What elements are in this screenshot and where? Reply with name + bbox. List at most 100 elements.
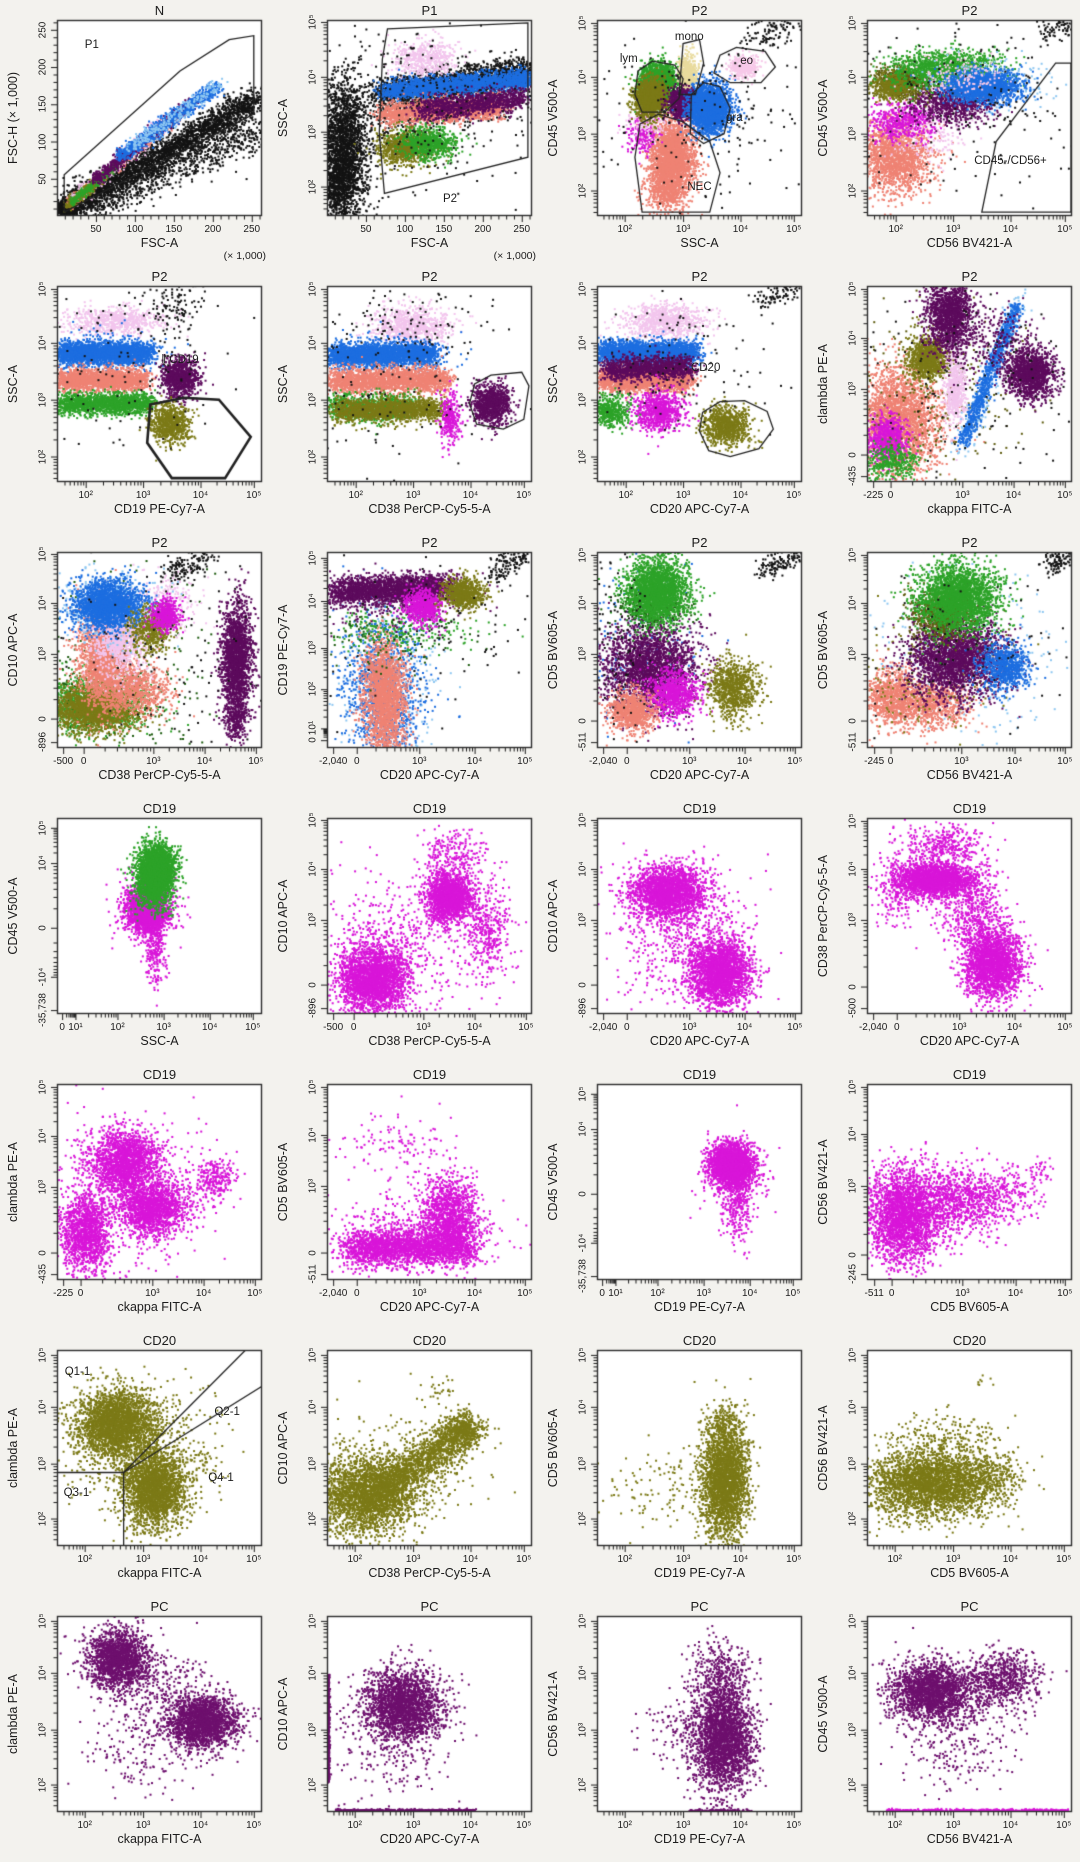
y-tick-label: 10² [847, 1777, 859, 1792]
plot-cell-27-pc: PC CD45 V500-A CD56 BV421-A 10² 10³ 10⁴ 10⁵ 10²… [810, 1596, 1080, 1862]
plot-title: CD19 [682, 801, 717, 816]
plot-title: N [154, 3, 165, 18]
x-tick-label: 10⁵ [517, 756, 533, 767]
plot-title: P1 [421, 3, 438, 18]
scatter-canvas [540, 532, 810, 798]
y-tick-label: 10⁵ [577, 1086, 589, 1102]
x-axis-label: SSC-A [680, 236, 719, 250]
x-tick-label: -500 [53, 756, 74, 767]
scatter-canvas [0, 1064, 270, 1330]
y-axis-label: clambda PE-A [6, 1408, 20, 1488]
x-tick-label: 10⁴ [462, 1820, 479, 1831]
y-tick-label: 250 [37, 21, 49, 39]
y-tick-label: 10³ [577, 126, 589, 141]
y-tick-label: 10² [307, 449, 319, 464]
x-tick-label: 10³ [405, 1554, 421, 1565]
plot-title: CD19 [952, 801, 987, 816]
x-tick-label: 10⁴ [736, 756, 753, 767]
y-axis-label: clambda PE-A [816, 344, 830, 424]
scatter-canvas [540, 1596, 810, 1862]
x-tick-label: 10³ [412, 756, 427, 767]
y-tick-label: 0 [847, 1251, 859, 1258]
y-tick-label: -896 [307, 998, 319, 1019]
plot-title: P2 [691, 3, 708, 18]
x-tick-label: 10⁵ [516, 1820, 532, 1831]
x-axis-label: CD19 PE-Cy7-A [114, 502, 205, 516]
y-tick-label: 10³ [307, 392, 319, 407]
x-tick-label: 10³ [145, 1288, 160, 1299]
scatter-canvas [270, 1596, 540, 1862]
plot-cell-14-cd19: CD19 CD10 APC-A CD20 APC-Cy7-A -2,040 0 10³ 10… [540, 798, 810, 1064]
plot-cell-17-cd19: CD19 CD5 BV605-A CD20 APC-Cy7-A -2,040 0 10³ 1… [270, 1064, 540, 1330]
y-tick-label: -511 [577, 732, 589, 752]
gate-label-q3-1: Q3-1 [63, 1487, 90, 1500]
x-tick-label: 10⁵ [516, 1554, 532, 1565]
x-tick-label: 10⁵ [787, 756, 803, 767]
x-tick-label: 10² [617, 1820, 632, 1831]
y-tick-label: 0 [847, 451, 859, 458]
x-tick-label: 10³ [135, 1554, 151, 1565]
y-tick-label: 10³ [307, 124, 319, 139]
x-tick-label: 10² [617, 224, 632, 235]
plot-title: CD19 [142, 1067, 177, 1082]
y-axis-label: CD19 PE-Cy7-A [276, 604, 290, 696]
x-tick-label: 0 [59, 1022, 65, 1033]
x-tick-label: 10² [348, 490, 363, 501]
x-axis-label: FSC-A [140, 236, 179, 250]
plot-cell-5-p2: P2 SSC-A CD38 PerCP-Cy5-5-A 10² 10³ 10⁴ 10⁵ 10²… [270, 266, 540, 532]
x-axis-label: CD19 PE-Cy7-A [654, 1566, 745, 1580]
x-tick-label: -2,040 [588, 756, 618, 767]
scatter-canvas [540, 266, 810, 532]
scatter-canvas [0, 532, 270, 798]
x-axis-label: ckappa FITC-A [927, 502, 1012, 516]
y-tick-label: 10⁴ [37, 855, 49, 871]
x-tick-label: 0 [623, 1022, 630, 1033]
x-tick-label: 10⁵ [786, 1820, 802, 1831]
y-tick-label: 10⁴ [307, 861, 319, 877]
y-tick-label: 10⁵ [37, 281, 49, 297]
x-tick-label: 0 [353, 756, 360, 767]
x-axis-label: CD38 PerCP-Cy5-5-A [368, 502, 491, 516]
scatter-canvas [540, 1064, 810, 1330]
x-tick-label: 10³ [146, 756, 161, 767]
x-tick-label: 0 [623, 756, 630, 767]
x-tick-label: -500 [323, 1022, 344, 1033]
y-tick-label: 10⁵ [577, 812, 589, 828]
x-tick-label: -225 [863, 490, 884, 501]
plot-title: CD20 [412, 1333, 447, 1348]
x-axis-label: ckappa FITC-A [117, 1566, 202, 1580]
x-tick-label: 10³ [955, 1288, 970, 1299]
x-axis-label: CD20 APC-Cy7-A [379, 768, 480, 782]
y-tick-label: 10³ [847, 646, 859, 662]
x-axis-label: CD20 APC-Cy7-A [379, 1300, 480, 1314]
scatter-canvas [0, 266, 270, 532]
y-axis-label: CD45 V500-A [816, 1675, 830, 1753]
plot-title: PC [150, 1599, 169, 1614]
y-tick-label: -500 [847, 998, 859, 1019]
x-axis-label: CD38 PerCP-Cy5-5-A [368, 1034, 491, 1048]
gate-label-p1: P1 [84, 39, 99, 52]
y-tick-label: 0 [307, 981, 319, 988]
gate-label-q1-1: Q1-1 [64, 1365, 91, 1378]
y-tick-label: 10⁴ [577, 1399, 589, 1415]
x-tick-label: 10² [887, 1554, 902, 1565]
y-tick-label: 10⁵ [307, 1613, 319, 1629]
x-axis-label: CD20 APC-Cy7-A [649, 1034, 750, 1048]
y-tick-label: 10⁵ [37, 1613, 49, 1629]
plot-title: P2 [691, 535, 708, 550]
x-tick-label: 10² [77, 1820, 92, 1831]
x-tick-label: 10⁴ [732, 1554, 749, 1565]
gate-label-q2-1: Q2-1 [214, 1405, 240, 1418]
x-tick-label: 10⁵ [786, 490, 802, 501]
y-tick-label: 150 [37, 95, 49, 113]
x-tick-label: 0 [80, 756, 87, 767]
x-tick-label: 10² [618, 490, 633, 501]
x-axis-unit: (× 1,000) [493, 250, 536, 262]
y-tick-label: 10⁵ [307, 812, 319, 828]
plot-cell-9-p2: P2 CD19 PE-Cy7-A CD20 APC-Cy7-A -2,040 0 10³ 1… [270, 532, 540, 798]
gate-label-lym: lym [619, 53, 638, 66]
x-axis-label: CD56 BV421-A [926, 768, 1013, 782]
plot-cell-13-cd19: CD19 CD10 APC-A CD38 PerCP-Cy5-5-A -500 0 10³… [270, 798, 540, 1064]
x-axis-label: CD20 APC-Cy7-A [649, 502, 750, 516]
y-tick-label: 10⁴ [307, 1399, 319, 1415]
